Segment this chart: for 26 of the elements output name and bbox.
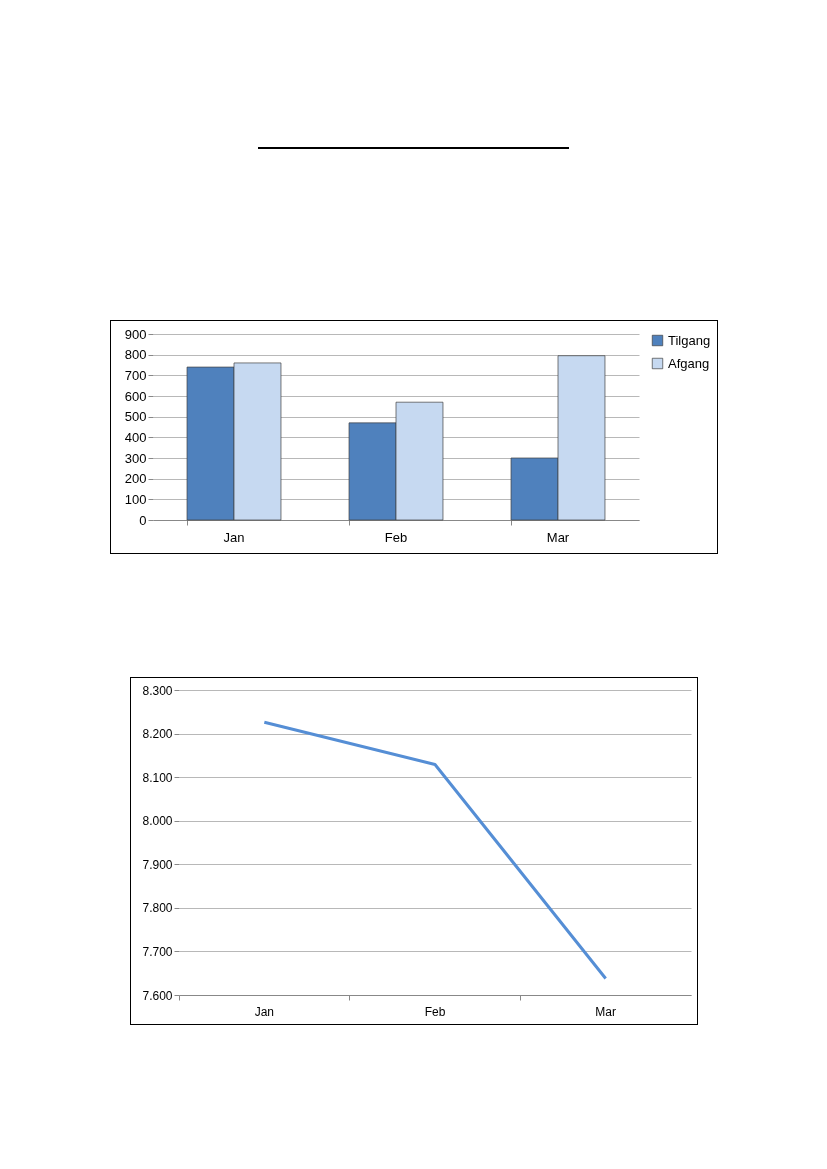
y-tick-label: 7.900 <box>142 857 173 872</box>
y-tick-label: 600 <box>124 388 147 404</box>
legend-label: Tilgang <box>668 332 711 348</box>
y-tick-label: 400 <box>124 429 147 445</box>
y-tick-label: 700 <box>124 367 147 383</box>
y-tick-label: 800 <box>124 347 147 363</box>
legend-label: Afgang <box>668 355 710 371</box>
x-tick-label: Mar <box>546 529 570 545</box>
y-tick-label: 8.300 <box>142 683 173 698</box>
x-tick-label: Jan <box>254 1004 275 1019</box>
y-tick-label: 7.800 <box>142 901 173 916</box>
y-tick-label: 8.000 <box>142 814 173 829</box>
y-tick-label: 7.700 <box>142 944 173 959</box>
x-tick-label: Feb <box>424 1004 446 1019</box>
y-tick-label: 0 <box>139 512 147 528</box>
x-tick-label: Jan <box>223 529 245 545</box>
y-tick-label: 300 <box>124 450 147 466</box>
y-tick-label: 200 <box>124 471 147 487</box>
y-tick-label: 900 <box>124 326 147 342</box>
y-tick-label: 8.200 <box>142 727 173 742</box>
y-tick-label: 100 <box>124 491 147 507</box>
y-tick-label: 500 <box>124 409 147 425</box>
x-tick-label: Mar <box>595 1004 616 1019</box>
y-tick-label: 8.100 <box>142 770 173 785</box>
x-tick-label: Feb <box>384 529 408 545</box>
y-tick-label: 7.600 <box>142 988 173 1003</box>
